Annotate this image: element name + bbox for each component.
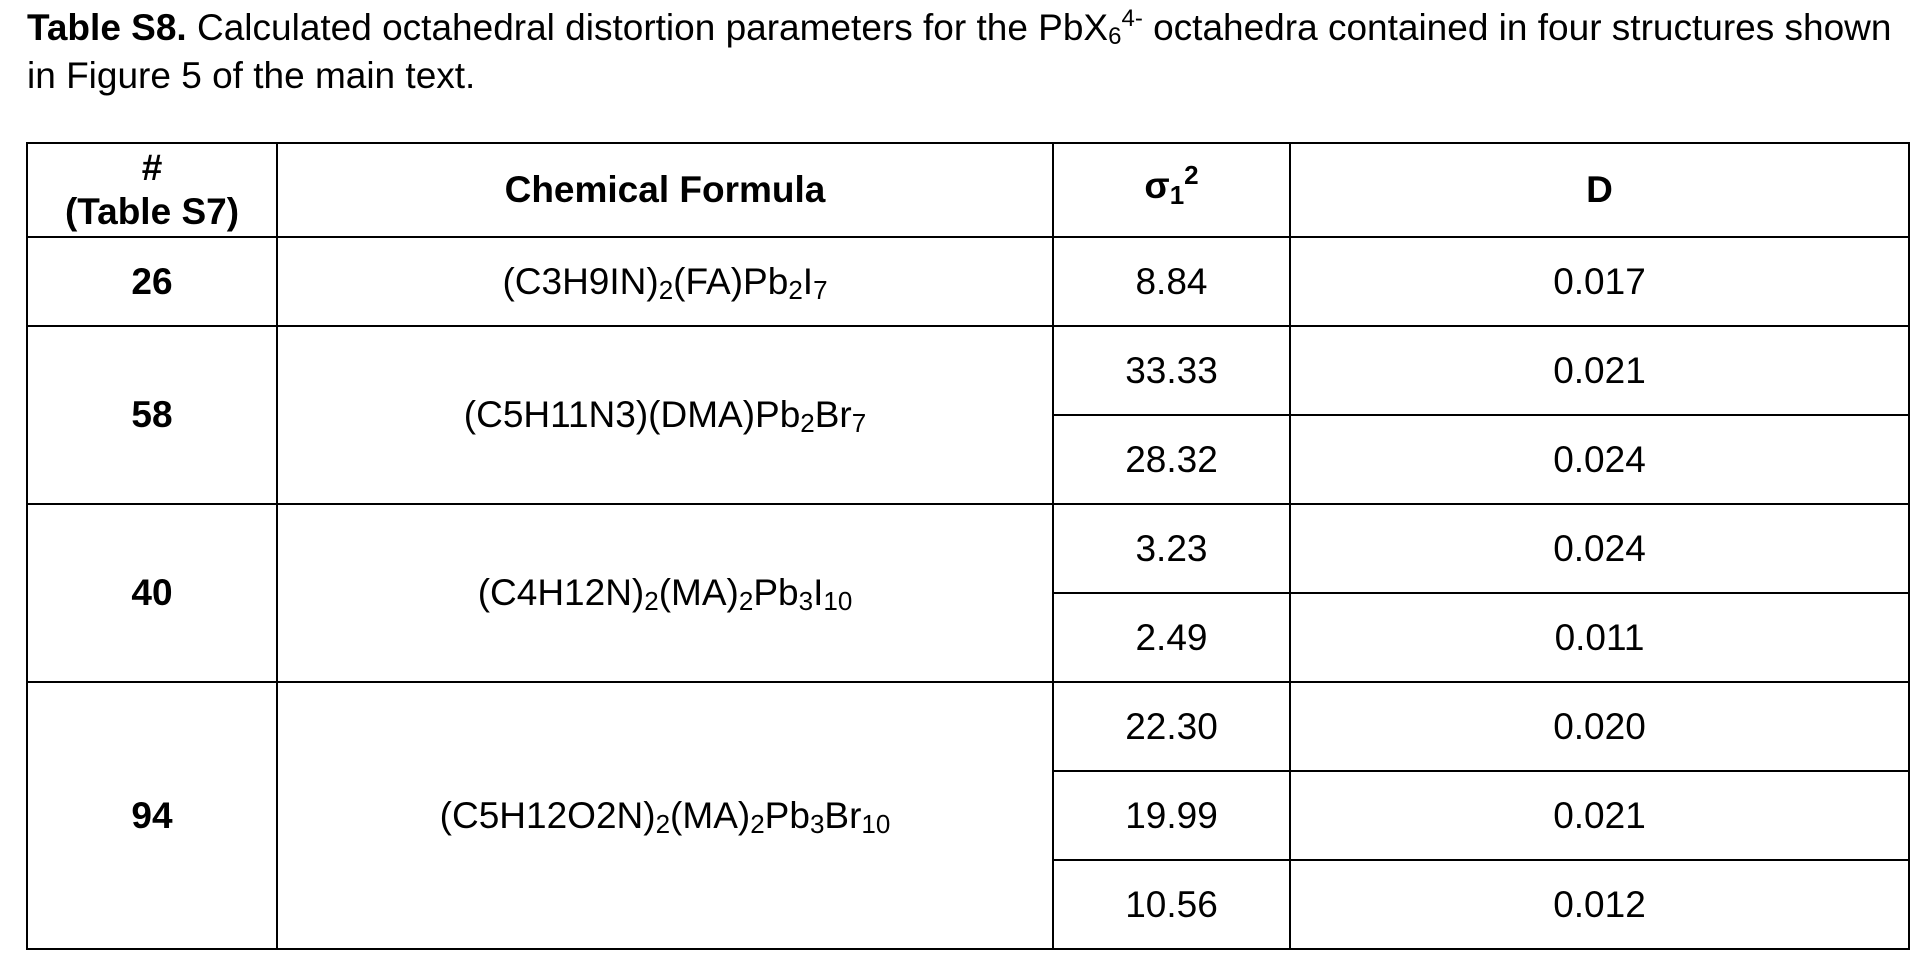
caption-subscript: 6 <box>1108 23 1122 50</box>
header-sigma-sub: 1 <box>1169 179 1185 210</box>
caption-superscript: 4- <box>1121 5 1143 32</box>
table-row: 2.49 0.011 <box>27 592 1910 683</box>
caption-text-before: Calculated octahedral distortion paramet… <box>186 7 1109 48</box>
distortion-table: # (Table S7) Chemical Formula σ12 D 26 (C3… <box>26 142 1910 950</box>
chemical-formula-cell: (C4H12N)2(MA)2Pb3I10 <box>276 503 1054 683</box>
header-index-line1: # <box>141 147 163 188</box>
formula-text: (FA)Pb <box>673 260 789 302</box>
formula-subscript: 2 <box>655 808 671 839</box>
sigma-value-cell: 28.32 <box>1052 414 1291 505</box>
sigma-value-cell: 10.56 <box>1052 859 1291 950</box>
header-sigma-sup: 2 <box>1184 159 1199 190</box>
header-row: # (Table S7) Chemical Formula σ12 D <box>26 142 1910 238</box>
table-body: 26 (C3H9IN)2(FA)Pb2I7 8.84 0.017 58 (C5H11N3)… <box>26 236 1910 950</box>
formula-subscript: 2 <box>788 274 803 305</box>
header-sigma-base: σ <box>1144 164 1170 206</box>
formula-text: (MA) <box>658 572 739 613</box>
caption-label: Table S8. <box>27 7 187 48</box>
table-row: 40 (C4H12N)2(MA)2Pb3I10 3.23 0.024 <box>26 503 1910 683</box>
structure-number-cell: 40 <box>26 503 278 683</box>
caption-text-after: octahedra contained in four structures s… <box>27 7 1892 96</box>
formula-text: Br <box>814 394 852 435</box>
formula-subscript: 2 <box>800 408 815 438</box>
d-value-cell: 0.020 <box>1289 681 1910 772</box>
structure-number-cell: 26 <box>26 236 278 327</box>
d-value-cell: 0.017 <box>1289 236 1910 327</box>
chemical-formula-cell: (C3H9IN)2(FA)Pb2I7 <box>276 236 1054 327</box>
d-value-cell: 0.021 <box>1289 325 1910 416</box>
table-row: 19.99 0.021 <box>27 770 1910 861</box>
formula-text: (C5H11N3)(DMA)Pb <box>463 394 801 435</box>
sigma-value-cell: 3.23 <box>1052 503 1291 594</box>
header-formula: Chemical Formula <box>276 142 1054 238</box>
sigma-value-cell: 2.49 <box>1052 592 1291 683</box>
formula-subscript: 2 <box>644 586 659 616</box>
formula-text: I <box>813 572 824 613</box>
formula-text: Pb <box>753 572 799 613</box>
sigma-value-cell: 8.84 <box>1052 236 1291 327</box>
table-row: 94 (C5H12O2N)2(MA)2Pb3Br10 22.30 0.020 <box>26 681 1910 950</box>
formula-subscript: 3 <box>809 808 825 839</box>
sigma-value-cell: 33.33 <box>1052 325 1291 416</box>
d-value-cell: 0.021 <box>1289 770 1910 861</box>
table-row: 10.56 0.012 <box>27 859 1910 950</box>
formula-subscript: 2 <box>750 808 765 839</box>
formula-text: Pb <box>764 794 810 836</box>
sigma-value-cell: 19.99 <box>1052 770 1291 861</box>
header-index: # (Table S7) <box>26 142 278 238</box>
formula-text: (C4H12N) <box>477 572 645 613</box>
formula-subscript: 7 <box>851 408 867 438</box>
formula-subscript: 3 <box>798 586 814 616</box>
table-caption: Table S8. Calculated octahedral distorti… <box>27 4 1917 100</box>
table-row: 58 (C5H11N3)(DMA)Pb2Br7 33.33 0.021 <box>26 325 1910 505</box>
header-sigma: σ12 <box>1052 142 1291 238</box>
formula-subscript: 10 <box>861 808 891 839</box>
sigma-value-cell: 22.30 <box>1052 681 1291 772</box>
structure-number-cell: 58 <box>26 325 278 505</box>
formula-text: I <box>802 260 814 302</box>
header-d: D <box>1289 142 1910 238</box>
formula-text: (MA) <box>670 794 751 836</box>
d-value-cell: 0.011 <box>1289 592 1910 683</box>
chemical-formula-cell: (C5H11N3)(DMA)Pb2Br7 <box>276 325 1054 505</box>
header-index-line2: (Table S7) <box>64 191 240 232</box>
chemical-formula-cell: (C5H12O2N)2(MA)2Pb3Br10 <box>276 681 1054 950</box>
formula-subscript: 2 <box>738 586 754 616</box>
formula-text: (C3H9IN) <box>502 260 659 302</box>
formula-subscript: 7 <box>813 274 828 305</box>
formula-text: (C5H12O2N) <box>439 794 656 836</box>
formula-subscript: 10 <box>823 586 853 616</box>
structure-number-cell: 94 <box>26 681 278 950</box>
formula-text: Br <box>824 794 862 836</box>
d-value-cell: 0.024 <box>1289 414 1910 505</box>
table-row: 26 (C3H9IN)2(FA)Pb2I7 8.84 0.017 <box>26 236 1910 327</box>
d-value-cell: 0.024 <box>1289 503 1910 594</box>
formula-subscript: 2 <box>658 274 674 305</box>
table-row: 28.32 0.024 <box>27 414 1910 505</box>
d-value-cell: 0.012 <box>1289 859 1910 950</box>
